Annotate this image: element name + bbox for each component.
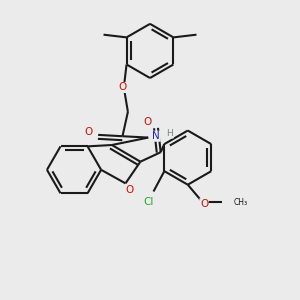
Text: N: N — [152, 131, 160, 141]
Text: O: O — [118, 82, 127, 92]
Text: CH₃: CH₃ — [234, 198, 248, 207]
Text: H: H — [167, 129, 173, 138]
Text: O: O — [125, 185, 134, 195]
Text: O: O — [85, 127, 93, 137]
Text: Cl: Cl — [143, 197, 153, 207]
Text: O: O — [143, 117, 151, 128]
Text: O: O — [200, 199, 208, 209]
